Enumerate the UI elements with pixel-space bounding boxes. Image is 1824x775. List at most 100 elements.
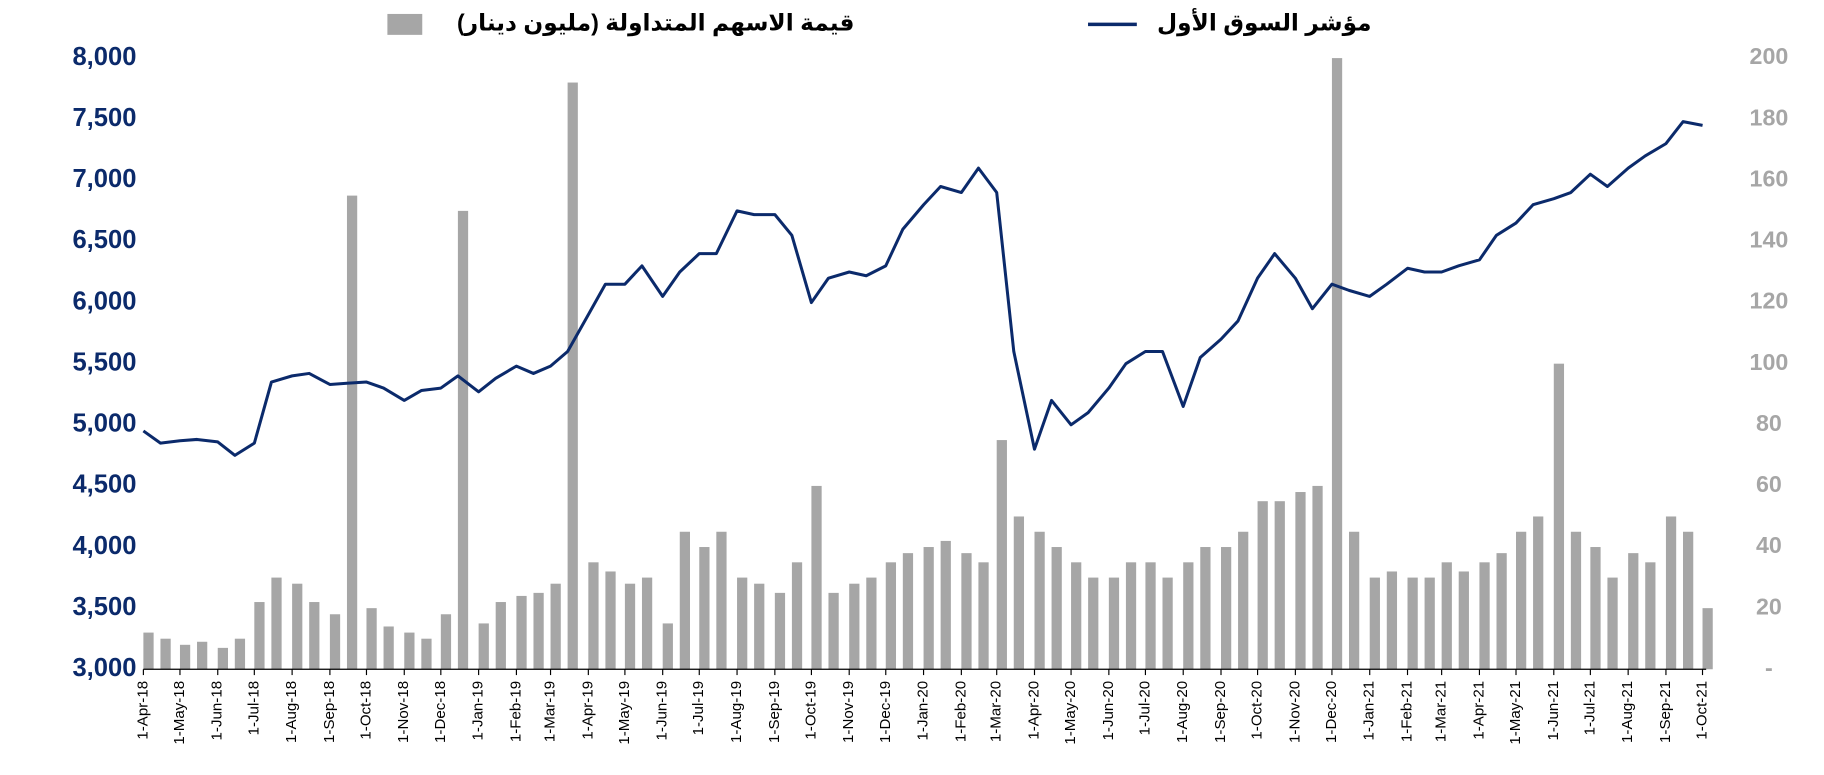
x-tick-label: 1-Feb-19 xyxy=(507,681,524,742)
x-tick-label: 1-May-18 xyxy=(171,681,188,745)
x-tick-label: 1-Jun-19 xyxy=(654,681,671,741)
bar xyxy=(404,632,415,670)
y-tick-label: 8,000 xyxy=(72,43,136,71)
x-tick-label: 1-Apr-20 xyxy=(1025,681,1042,740)
x-tick-label: 1-Jun-21 xyxy=(1545,681,1562,741)
x-tick-label: 1-Dec-18 xyxy=(432,681,449,743)
bar xyxy=(866,577,877,670)
bar xyxy=(1013,516,1025,670)
bar xyxy=(885,562,897,670)
bar xyxy=(1570,531,1582,670)
bar xyxy=(1407,577,1418,670)
bar xyxy=(1221,547,1232,670)
bar xyxy=(961,553,972,670)
bar xyxy=(940,540,951,670)
bar xyxy=(1479,562,1490,670)
y2-tick-label: 200 xyxy=(1750,43,1789,69)
x-tick-label: 1-May-19 xyxy=(616,681,633,745)
bar xyxy=(1162,577,1173,670)
bar xyxy=(1295,492,1306,670)
bar xyxy=(1238,531,1249,670)
y2-tick-label: - xyxy=(1765,654,1773,680)
x-tick-label: 1-Jun-20 xyxy=(1100,681,1117,741)
bar xyxy=(1683,531,1694,670)
bar xyxy=(811,485,822,670)
y2-tick-label: 100 xyxy=(1750,349,1789,375)
bar xyxy=(828,592,839,670)
x-tick-label: 1-Jan-19 xyxy=(470,681,487,741)
bar xyxy=(1071,562,1082,670)
bar xyxy=(1516,531,1527,670)
bar xyxy=(234,638,246,670)
bar xyxy=(421,638,432,670)
bar xyxy=(588,562,599,670)
y2-tick-label: 20 xyxy=(1756,593,1782,619)
bar xyxy=(1348,531,1360,670)
bar xyxy=(533,592,544,670)
bar xyxy=(495,602,506,670)
x-tick-label: 1-Apr-19 xyxy=(579,681,596,740)
y-tick-label: 4,000 xyxy=(72,532,136,560)
x-tick-label: 1-Mar-20 xyxy=(988,681,1005,742)
bar xyxy=(550,583,561,670)
x-tick-label: 1-Feb-20 xyxy=(952,681,969,742)
y2-tick-label: 180 xyxy=(1750,104,1789,130)
y2-tick-label: 60 xyxy=(1756,471,1782,497)
bar xyxy=(737,577,748,670)
bar xyxy=(1424,577,1435,670)
y2-tick-label: 160 xyxy=(1750,165,1789,191)
x-tick-label: 1-Aug-21 xyxy=(1619,681,1636,743)
bar xyxy=(1274,501,1285,670)
x-tick-label: 1-Feb-21 xyxy=(1398,681,1415,742)
bar xyxy=(329,614,341,670)
y-tick-label: 3,500 xyxy=(72,593,136,621)
x-tick-label: 1-Sep-21 xyxy=(1657,681,1674,743)
bar xyxy=(1702,608,1713,670)
x-tick-label: 1-Dec-19 xyxy=(877,681,894,743)
bar xyxy=(271,577,282,670)
x-tick-label: 1-Nov-19 xyxy=(840,681,857,743)
x-tick-label: 1-Jul-19 xyxy=(690,681,707,736)
y-tick-label: 3,000 xyxy=(72,654,136,682)
legend-label: مؤشر السوق الأول xyxy=(1157,8,1372,37)
bar xyxy=(160,638,171,670)
bar xyxy=(923,547,934,670)
bar xyxy=(754,583,765,670)
bar xyxy=(366,608,377,670)
x-tick-label: 1-Apr-18 xyxy=(134,681,151,740)
y2-tick-label: 140 xyxy=(1750,227,1789,253)
bar xyxy=(978,562,989,670)
bar xyxy=(1088,577,1099,670)
y-tick-label: 6,500 xyxy=(72,226,136,254)
bar xyxy=(197,641,208,670)
bar xyxy=(716,531,727,670)
legend-label: قيمة الاسهم المتداولة (مليون دينار) xyxy=(457,10,854,37)
bar xyxy=(179,644,191,670)
bar xyxy=(662,623,673,670)
y-tick-label: 5,000 xyxy=(72,410,136,438)
line xyxy=(142,120,1703,457)
bar xyxy=(309,602,320,670)
x-tick-label: 1-Oct-19 xyxy=(802,681,819,740)
bar xyxy=(516,595,527,670)
bar xyxy=(1533,516,1544,670)
x-tick-label: 1-Nov-20 xyxy=(1286,681,1303,743)
x-tick-label: 1-Sep-19 xyxy=(766,681,783,743)
y-tick-label: 6,000 xyxy=(72,287,136,315)
bar xyxy=(1665,516,1677,670)
x-tick-label: 1-Dec-20 xyxy=(1323,681,1340,743)
bar xyxy=(478,623,489,670)
bar xyxy=(902,553,914,670)
bar xyxy=(567,82,578,670)
bar xyxy=(1628,553,1639,670)
x-tick-label: 1-Aug-19 xyxy=(728,681,745,743)
bar xyxy=(457,210,469,670)
y-tick-label: 7,500 xyxy=(72,104,136,132)
bar xyxy=(143,632,154,670)
bar xyxy=(1051,547,1062,670)
y-tick-label: 4,500 xyxy=(72,471,136,499)
bar xyxy=(346,195,358,670)
bar xyxy=(1369,577,1380,670)
bar xyxy=(641,577,653,670)
